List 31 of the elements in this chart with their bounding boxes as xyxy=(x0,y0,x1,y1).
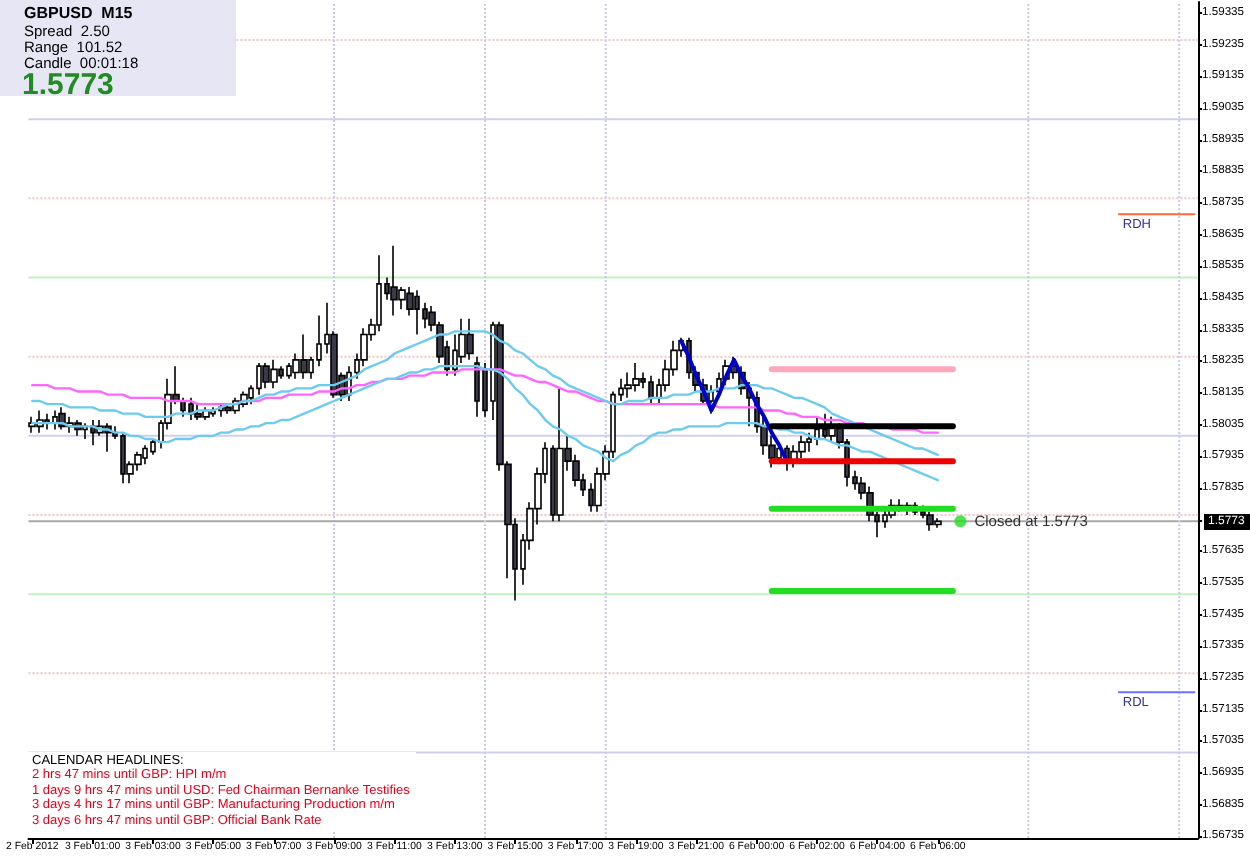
candlestick xyxy=(28,416,36,434)
candlestick xyxy=(390,245,398,317)
candlestick xyxy=(414,289,420,336)
candlestick xyxy=(150,438,156,456)
candlestick xyxy=(648,374,654,405)
line-series xyxy=(31,364,939,482)
candlestick xyxy=(224,403,232,415)
candlestick xyxy=(556,387,564,523)
annotation: 1.5773 xyxy=(22,68,114,102)
line-series xyxy=(679,338,789,464)
candlestick xyxy=(300,333,308,380)
candlestick xyxy=(286,362,292,380)
candlestick xyxy=(278,365,284,380)
candlestick xyxy=(262,362,270,390)
candlestick xyxy=(194,403,202,421)
candlestick xyxy=(882,507,888,529)
line-series xyxy=(31,330,939,457)
candlestick xyxy=(934,517,942,529)
candlestick xyxy=(624,371,632,399)
candlestick xyxy=(120,431,126,485)
candlestick xyxy=(52,409,58,431)
candlestick xyxy=(270,359,278,390)
candlestick xyxy=(632,362,640,393)
candlestick xyxy=(44,412,50,431)
chart-title: GBPUSD M15 xyxy=(24,4,133,22)
candlestick xyxy=(466,317,474,361)
candlestick xyxy=(256,362,262,396)
candlestick xyxy=(376,254,382,333)
candlestick xyxy=(926,511,934,532)
candlestick xyxy=(142,444,148,466)
line-series xyxy=(31,368,939,434)
